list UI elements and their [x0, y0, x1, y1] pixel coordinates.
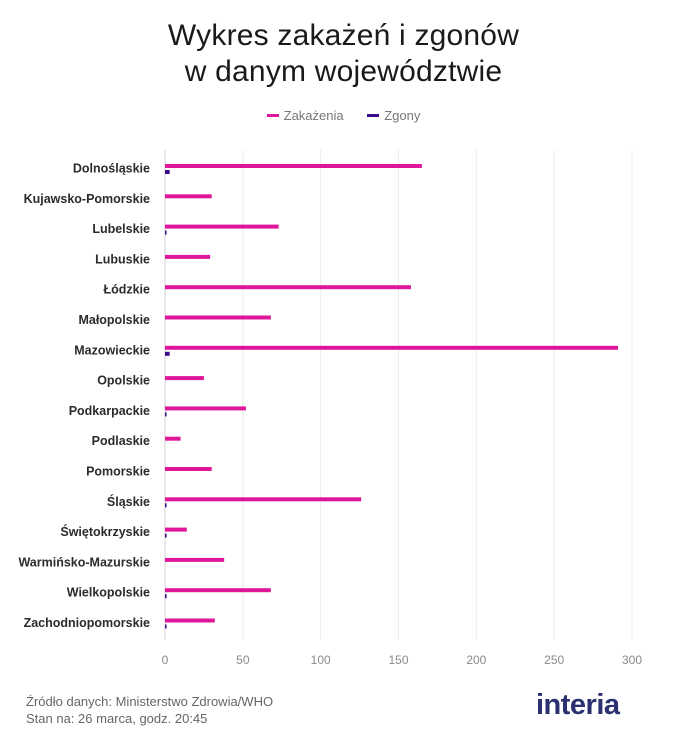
category-label: Śląskie	[107, 494, 150, 509]
category-label: Mazowieckie	[74, 343, 150, 357]
bar-deaths	[165, 230, 167, 235]
x-tick-label: 0	[162, 653, 169, 667]
category-label: Warmińsko-Mazurskie	[18, 555, 150, 569]
bar-infections	[165, 345, 618, 350]
category-label: Świętokrzyskie	[60, 524, 150, 539]
footer: Źródło danych: Ministerstwo Zdrowia/WHO …	[26, 693, 273, 727]
category-label: Podkarpackie	[69, 404, 150, 418]
bar-infections	[165, 618, 215, 623]
bar-infections	[165, 467, 212, 471]
category-label: Kujawsko-Pomorskie	[24, 192, 150, 206]
legend-item-infections: Zakażenia	[266, 108, 344, 123]
category-label: Dolnośląskie	[73, 162, 150, 176]
x-tick-label: 50	[236, 653, 250, 667]
bar-deaths	[165, 351, 170, 356]
bar-deaths	[165, 503, 167, 508]
category-label: Małopolskie	[78, 313, 150, 327]
x-tick-label: 250	[544, 653, 564, 667]
legend-label-deaths: Zgony	[384, 108, 421, 123]
legend-item-deaths: Zgony	[367, 108, 420, 123]
bar-infections	[165, 406, 246, 411]
bar-infections	[165, 527, 187, 532]
interia-logo: interia	[536, 689, 620, 721]
bar-infections	[165, 588, 271, 593]
bar-deaths	[165, 533, 167, 538]
x-tick-label: 200	[466, 653, 486, 667]
bar-infections	[165, 315, 271, 320]
legend-swatch-deaths	[367, 114, 380, 118]
bar-infections	[165, 376, 204, 381]
category-label: Pomorskie	[86, 465, 150, 479]
bar-deaths	[165, 170, 170, 174]
category-label: Podlaskie	[92, 434, 150, 448]
category-label: Lubuskie	[95, 252, 150, 266]
chart-legend: Zakażenia Zgony	[0, 108, 687, 123]
category-label: Łódzkie	[103, 283, 150, 297]
bar-infections	[165, 497, 362, 502]
bar-infections	[165, 194, 212, 199]
bar-infections	[165, 254, 211, 259]
legend-swatch-infections	[266, 114, 279, 118]
chart-title-line-1: Wykres zakażeń i zgonów	[167, 19, 520, 52]
bar-infections	[165, 436, 181, 441]
category-label: Opolskie	[97, 374, 150, 388]
bar-infections	[165, 557, 225, 562]
bar-infections	[165, 164, 422, 168]
category-label: Lubelskie	[92, 222, 150, 236]
source-note: Źródło danych: Ministerstwo Zdrowia/WHO	[26, 694, 274, 709]
x-tick-label: 300	[622, 653, 642, 667]
bar-deaths	[165, 624, 167, 629]
x-tick-label: 150	[388, 653, 408, 667]
category-label: Zachodniopomorskie	[24, 616, 150, 630]
category-label: Wielkopolskie	[67, 586, 150, 600]
x-tick-label: 100	[311, 653, 331, 667]
bar-infections	[165, 285, 411, 290]
bar-deaths	[165, 594, 167, 599]
bar-infections	[165, 224, 279, 229]
chart-title-line-2: w danym województwie	[184, 55, 503, 88]
chart-title: Wykres zakażeń i zgonów w danym wojewódz…	[0, 18, 687, 90]
date-note: Stan na: 26 marca, godz. 20:45	[26, 711, 208, 726]
legend-label-infections: Zakażenia	[283, 108, 344, 123]
bar-deaths	[165, 412, 167, 417]
